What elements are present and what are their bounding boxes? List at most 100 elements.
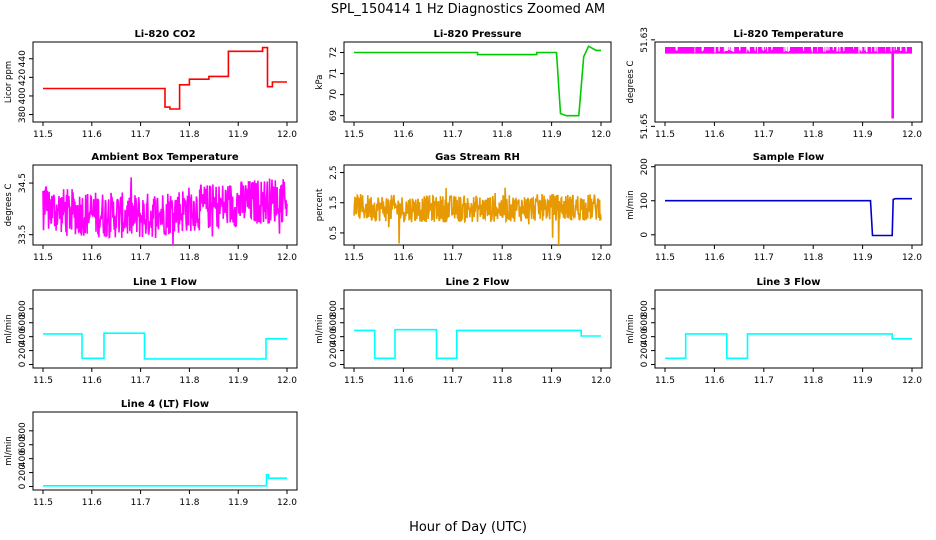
y-tick-label: 1.5 xyxy=(329,196,339,210)
x-tick-label: 11.5 xyxy=(33,130,53,140)
x-tick-label: 11.8 xyxy=(179,130,199,140)
x-tick-label: 11.6 xyxy=(393,253,413,263)
figure-xlabel: Hour of Day (UTC) xyxy=(409,520,527,535)
panel-title: Li-820 CO2 xyxy=(134,29,195,40)
y-tick-label: 800 xyxy=(329,300,339,317)
chart-panel: Li-820 CO2 Licor ppm 11.5 11.6 11.7 11.8 11.9 1… xyxy=(4,29,298,140)
y-tick-label: 0 xyxy=(18,361,28,367)
y-tick-label: 800 xyxy=(18,300,28,317)
x-tick-label: 11.6 xyxy=(704,376,724,386)
chart-panel: Line 2 Flow ml/min 11.5 11.6 11.7 11.8 11.9 12.… xyxy=(315,277,612,386)
x-tick-label: 11.9 xyxy=(542,130,562,140)
plot-frame xyxy=(654,289,923,369)
x-tick-label: 11.8 xyxy=(803,130,823,140)
x-tick-label: 11.7 xyxy=(443,376,463,386)
y-tick-label: 600 xyxy=(18,314,28,331)
y-axis-label: Licor ppm xyxy=(4,61,14,103)
x-tick-label: 11.9 xyxy=(542,253,562,263)
series-line xyxy=(354,328,601,360)
x-tick-label: 11.8 xyxy=(492,253,512,263)
x-tick-label: 11.8 xyxy=(179,376,199,386)
plot-frame xyxy=(343,41,612,123)
series-line xyxy=(43,473,287,487)
panel-title: Line 2 Flow xyxy=(446,277,510,288)
y-tick-label: 200 xyxy=(18,342,28,359)
plot-frame xyxy=(32,41,298,123)
plot-frame xyxy=(32,289,298,369)
x-tick-label: 11.5 xyxy=(33,376,53,386)
x-tick-label: 11.7 xyxy=(754,253,774,263)
x-tick-label: 11.5 xyxy=(344,376,364,386)
y-tick-label: 34.5 xyxy=(18,173,28,193)
x-tick-label: 11.7 xyxy=(754,376,774,386)
panel-title: Line 4 (LT) Flow xyxy=(121,399,209,410)
y-axis-label: ml/min xyxy=(626,314,636,344)
x-tick-label: 12.0 xyxy=(902,376,922,386)
y-tick-label: 100 xyxy=(640,192,650,209)
chart-panel: Gas Stream RH percent 11.5 11.6 11.7 11.8 11.9… xyxy=(315,152,612,263)
chart-panel: Line 4 (LT) Flow ml/min 11.5 11.6 11.7 11.8 11… xyxy=(4,399,298,508)
series-line xyxy=(665,333,912,360)
y-tick-label: 440 xyxy=(18,50,28,67)
x-tick-label: 12.0 xyxy=(591,130,611,140)
y-tick-label: 0 xyxy=(18,483,28,489)
x-tick-label: 11.7 xyxy=(131,498,151,508)
plot-frame xyxy=(343,164,612,246)
chart-panel: Sample Flow ml/min 11.5 11.6 11.7 11.8 11.9 12.… xyxy=(626,152,923,263)
x-tick-label: 11.9 xyxy=(228,498,248,508)
x-tick-label: 11.8 xyxy=(803,253,823,263)
y-tick-label: 72 xyxy=(329,47,339,58)
x-tick-label: 11.8 xyxy=(803,376,823,386)
y-tick-label: 400 xyxy=(329,328,339,345)
y-tick-label: 200 xyxy=(329,342,339,359)
x-tick-label: 11.5 xyxy=(655,130,675,140)
panel-title: Li-820 Pressure xyxy=(433,29,521,40)
x-tick-label: 11.7 xyxy=(131,253,151,263)
x-tick-label: 11.7 xyxy=(131,130,151,140)
x-tick-label: 12.0 xyxy=(277,498,297,508)
x-tick-label: 11.6 xyxy=(393,130,413,140)
panel-title: Sample Flow xyxy=(753,152,825,163)
x-tick-label: 11.5 xyxy=(344,253,364,263)
panel-title: Li-820 Temperature xyxy=(733,29,843,40)
x-tick-label: 11.9 xyxy=(542,376,562,386)
x-tick-label: 12.0 xyxy=(277,130,297,140)
y-axis-label: ml/min xyxy=(315,314,325,344)
y-tick-label: 2.5 xyxy=(329,165,339,179)
y-tick-label: 0 xyxy=(329,361,339,367)
x-tick-label: 11.6 xyxy=(82,498,102,508)
x-tick-label: 11.8 xyxy=(492,376,512,386)
plot-frame xyxy=(343,289,612,369)
y-tick-label: 400 xyxy=(18,450,28,467)
x-tick-label: 11.7 xyxy=(443,253,463,263)
x-tick-label: 11.6 xyxy=(704,253,724,263)
x-tick-label: 12.0 xyxy=(902,130,922,140)
x-tick-label: 11.5 xyxy=(655,376,675,386)
y-tick-label: 420 xyxy=(18,68,28,85)
x-tick-label: 11.9 xyxy=(228,253,248,263)
y-tick-label: 0 xyxy=(640,232,650,238)
series-line xyxy=(43,46,287,110)
y-tick-label: 200 xyxy=(18,464,28,481)
y-tick-label: 600 xyxy=(18,436,28,453)
y-tick-label: 71 xyxy=(329,68,339,79)
plot-frame xyxy=(32,164,298,246)
x-tick-label: 11.9 xyxy=(228,376,248,386)
figure-title: SPL_150414 1 Hz Diagnostics Zoomed AM xyxy=(331,2,605,17)
x-tick-label: 12.0 xyxy=(902,253,922,263)
y-tick-label: 0.5 xyxy=(329,226,339,240)
y-tick-label: 0 xyxy=(640,361,650,367)
x-tick-label: 11.7 xyxy=(754,130,774,140)
x-tick-label: 11.7 xyxy=(443,130,463,140)
x-tick-label: 12.0 xyxy=(591,376,611,386)
series-line xyxy=(354,45,601,117)
x-tick-label: 11.6 xyxy=(82,130,102,140)
x-tick-label: 11.5 xyxy=(655,253,675,263)
x-tick-label: 11.9 xyxy=(853,130,873,140)
x-tick-label: 12.0 xyxy=(277,253,297,263)
chart-panel: Li-820 Temperature degrees C 11.5 11.6 11.7 1… xyxy=(626,27,923,140)
y-axis-label: kPa xyxy=(315,75,325,90)
y-tick-label: 800 xyxy=(18,422,28,439)
panel-title: Line 1 Flow xyxy=(133,277,197,288)
